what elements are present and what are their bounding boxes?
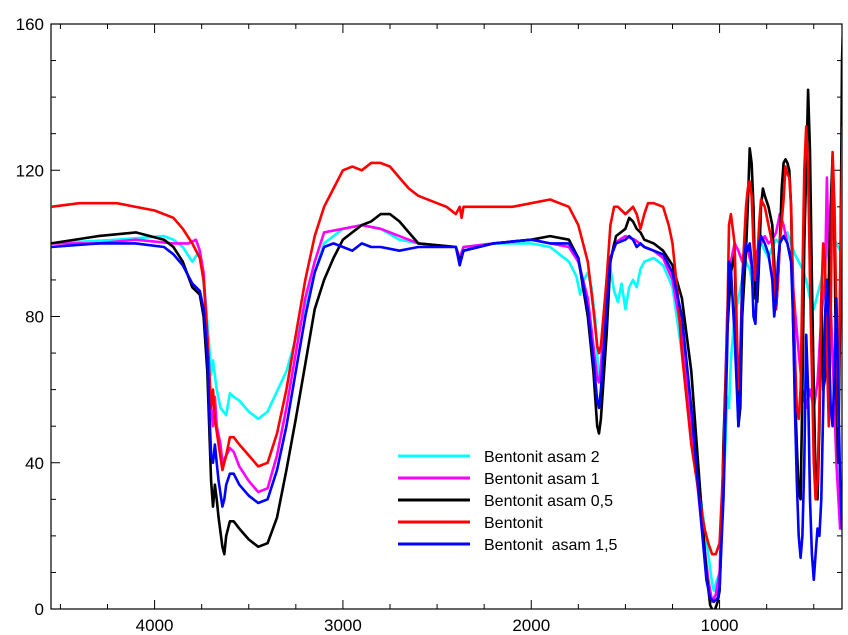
- series-lines: [51, 30, 842, 609]
- y-tick-label: 40: [25, 454, 44, 473]
- series-line-3: [51, 30, 842, 609]
- legend: Bentonit asam 2 Bentonit asam 1 Bentonit a…: [398, 449, 618, 554]
- series-line-1: [51, 223, 842, 592]
- legend-label: Bentonit asam 1: [484, 471, 600, 488]
- x-tick-label: 1000: [701, 616, 739, 635]
- y-tick-label: 80: [25, 308, 44, 327]
- x-tick-label: 3000: [324, 616, 362, 635]
- axis-tick-labels: 4000 3000 2000 1000 0 40 80 120 160: [16, 15, 739, 635]
- y-tick-label: 0: [35, 600, 44, 619]
- legend-label: Bentonit asam 1,5: [484, 537, 618, 554]
- x-tick-label: 2000: [512, 616, 550, 635]
- plot-frame: [50, 23, 843, 610]
- series-line-4: [51, 125, 842, 556]
- series-line-5: [51, 234, 842, 603]
- legend-label: Bentonit: [484, 515, 543, 532]
- legend-label: Bentonit asam 0,5: [484, 493, 613, 510]
- y-tick-label: 160: [16, 15, 44, 34]
- legend-label: Bentonit asam 2: [484, 449, 600, 466]
- x-tick-label: 4000: [136, 616, 174, 635]
- y-tick-label: 120: [16, 161, 44, 180]
